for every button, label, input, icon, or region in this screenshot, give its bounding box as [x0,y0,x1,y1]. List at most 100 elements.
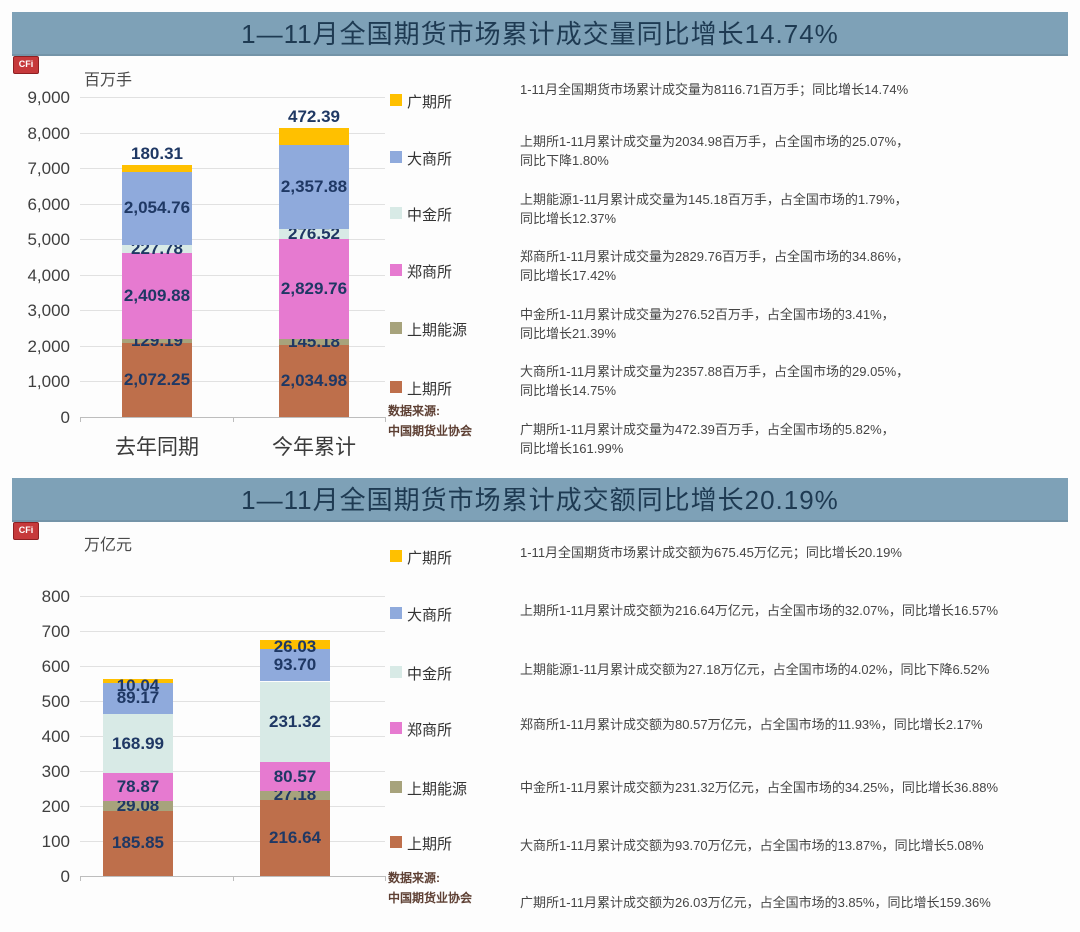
legend-label-郑商所: 郑商所 [407,722,453,739]
gridline [80,168,385,170]
bar-segment-上期所 [260,800,330,876]
note-line: 上期所1-11月累计成交额为216.64万亿元，占全国市场的32.07%，同比增… [520,603,998,618]
x-category-label: 今年累计 [272,436,356,459]
legend-swatch-中金所 [390,666,402,678]
turnover-stacked-bar-chart: 0 100 200 300 400 500 600 700 800 185.85 29.08 78.8… [0,466,1080,932]
bar-value-label: 89.17 [116,688,160,708]
y-tick-label: 5,000 [27,230,70,250]
bar-segment-大商所 [260,648,330,682]
bar-value-label: 2,034.98 [280,370,348,390]
gridline [80,345,385,347]
x-category-label: 去年同期 [115,436,199,459]
x-axis-tick [232,876,234,881]
volume-axis-unit-label: 百万手 [84,72,133,89]
y-tick-label: 300 [41,762,70,781]
gridline [80,666,385,667]
gridline [80,771,385,772]
volume-title-bar: 1—11月全国期货市场累计成交量同比增长14.74% [12,12,1068,56]
turnover-panel-title: 1—11月全国期货市场累计成交额同比增长20.19% [241,485,839,515]
bar-segment-大商所 [122,171,192,245]
y-tick-label: 400 [41,727,70,746]
bar-value-label: 2,054.76 [123,198,191,218]
legend-swatch-广期所 [390,550,402,562]
legend-swatch-大商所 [390,607,402,619]
x-axis-tick [232,417,234,422]
note-line: 广期所1-11月累计成交额为26.03万亿元，占全国市场的3.85%，同比增长1… [520,895,991,910]
gridline [80,701,385,702]
bar-segment-上期能源 [103,800,173,811]
bar-value-label: 2,357.88 [280,177,348,197]
bar-segment-上期能源 [260,790,330,801]
bar-value-label: 185.85 [112,833,164,853]
bar-value-label: 93.70 [273,655,317,675]
legend-label-上期能源: 上期能源 [407,781,468,798]
note-line: 1-11月全国期货市场累计成交量为8116.71百万手；同比增长14.74% [520,82,909,97]
legend-label-大商所: 大商所 [407,607,453,624]
volume-stacked-bar-chart: 0 1,000 2,000 3,000 4,000 5,000 6,000 7,000 8,00… [27,88,386,459]
legend-label-郑商所: 郑商所 [407,264,453,281]
y-tick-label: 100 [41,832,70,851]
bar-value-label: 231.32 [269,711,321,731]
turnover-notes-column: 1-11月全国期货市场累计成交额为675.45万亿元；同比增长20.19% 上期所… [0,466,1080,932]
legend-swatch-上期能源 [390,322,402,334]
y-tick-label: 200 [41,797,70,816]
legend-swatch-广期所 [390,94,402,106]
legend-label-广期所: 广期所 [407,94,453,111]
bar-segment-大商所 [103,682,173,715]
legend-label-中金所: 中金所 [407,666,453,683]
bar-segment-中金所 [279,229,349,239]
bar-value-label: 10.04 [116,676,160,696]
y-tick-label: 8,000 [27,123,70,143]
y-tick-label: 2,000 [27,336,70,356]
gridline [80,203,385,205]
bar-segment-上期所 [279,344,349,417]
gridline [80,310,385,312]
bar-segment-广期所 [279,128,349,146]
bar-value-label: 26.03 [273,636,317,656]
bar-value-label: 2,072.25 [123,370,191,390]
legend-swatch-上期能源 [390,781,402,793]
bar-segment-广期所 [103,679,173,683]
note-line: 广期所1-11月累计成交量为472.39百万手，占全国市场的5.82%， 同比增… [520,422,895,456]
gridline [80,841,385,842]
x-axis-tick [385,876,386,881]
x-axis-tick [385,417,386,422]
gridline [80,806,385,807]
bar-segment-上期能源 [279,339,349,345]
bar-segment-大商所 [279,145,349,230]
bar-segment-郑商所 [103,773,173,801]
note-line: 上期能源1-11月累计成交额为27.18万亿元，占全国市场的4.02%，同比下降… [520,662,990,677]
y-tick-label: 4,000 [27,265,70,285]
gridline [80,239,385,241]
bar-segment-广期所 [122,165,192,172]
y-tick-label: 6,000 [27,194,70,214]
bar-value-label: 2,829.76 [280,279,348,299]
volume-panel-title: 1—11月全国期货市场累计成交量同比增长14.74% [241,19,839,49]
bar-segment-上期所 [122,343,192,417]
bar-segment-上期所 [103,810,173,876]
note-line: 大商所1-11月累计成交量为2357.88百万手，占全国市场的29.05%， 同… [520,364,910,398]
legend-label-中金所: 中金所 [407,207,453,224]
bar-value-label: 216.64 [269,828,321,848]
bar-value-label: 80.57 [273,766,317,786]
legend-swatch-上期所 [390,836,402,848]
gridline [80,274,385,276]
legend-label-大商所: 大商所 [407,151,453,168]
bar-value-label: 180.31 [131,144,183,164]
gridline [80,97,385,98]
legend-label-上期能源: 上期能源 [407,322,468,339]
note-line: 中金所1-11月累计成交额为231.32万亿元，占全国市场的34.25%，同比增… [520,780,998,795]
turnover-data-source: 数据来源: 中国期货业协会 [388,871,473,905]
turnover-title-bar: 1—11月全国期货市场累计成交额同比增长20.19% [12,478,1068,522]
cfi-logo: CFi [13,522,39,540]
legend-label-上期所: 上期所 [407,836,453,853]
gridline [80,381,385,383]
legend-swatch-大商所 [390,151,402,163]
bar-value-label: 472.39 [288,107,340,127]
y-tick-label: 0 [60,867,70,886]
y-tick-label: 3,000 [27,301,70,321]
turnover-axis-unit-label: 万亿元 [84,537,133,554]
bar-value-label: 168.99 [112,733,164,753]
gridline [80,132,385,134]
